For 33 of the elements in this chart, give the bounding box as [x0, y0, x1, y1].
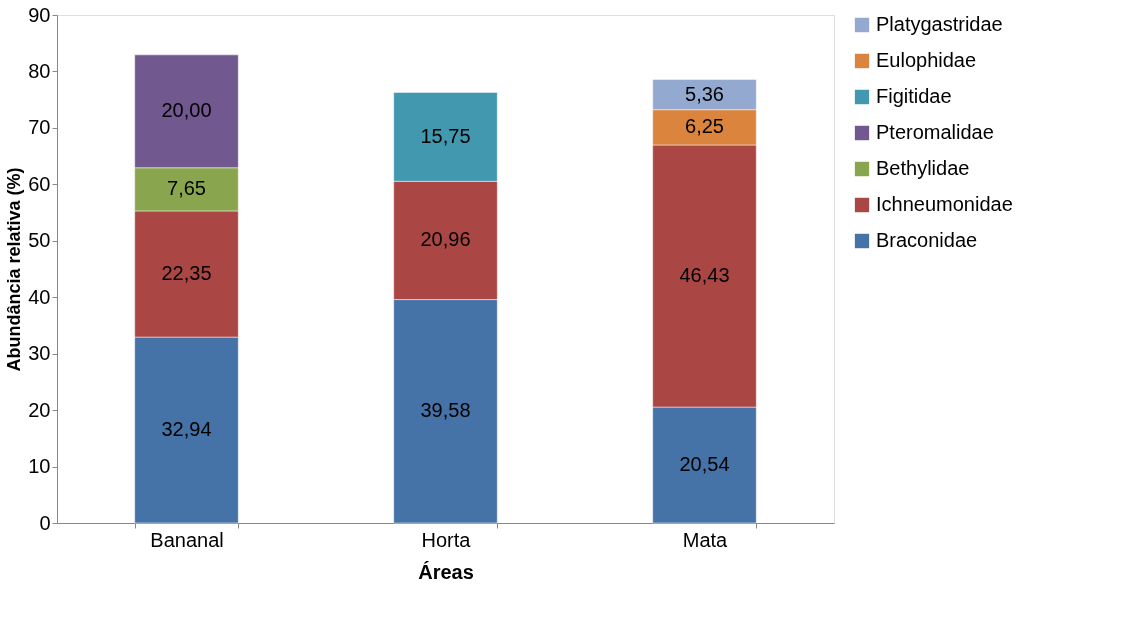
legend-label: Ichneumonidae — [876, 193, 1013, 215]
y-tick-label: 10 — [28, 455, 51, 478]
y-tick-label: 30 — [28, 342, 51, 365]
x-axis-title: Áreas — [418, 560, 474, 583]
data-label: 46,43 — [679, 264, 730, 287]
data-label: 20,00 — [161, 99, 212, 122]
data-label: 20,96 — [420, 228, 471, 251]
legend-label: Figitidae — [876, 85, 952, 107]
data-label: 20,54 — [679, 453, 730, 476]
data-label: 15,75 — [420, 124, 471, 147]
legend-label: Platygastridae — [876, 13, 1003, 35]
y-tick-label: 50 — [28, 229, 51, 252]
data-label: 32,94 — [161, 418, 212, 441]
legend-label: Braconidae — [876, 229, 978, 251]
y-tick-label: 80 — [28, 59, 51, 82]
y-axis-title: Abundância relativa (%) — [4, 167, 25, 372]
x-tick-label: Mata — [682, 528, 729, 551]
y-tick-label: 40 — [28, 285, 51, 308]
y-tick-label: 70 — [28, 116, 51, 139]
data-label: 5,36 — [685, 82, 724, 105]
y-tick-label: 60 — [28, 172, 51, 195]
x-tick-label: Bananal — [150, 528, 224, 551]
data-label: 22,35 — [161, 262, 212, 284]
legend-label: Eulophidae — [876, 49, 977, 71]
y-tick-label: 20 — [28, 398, 51, 421]
x-tick-label: Horta — [421, 528, 472, 551]
data-label: 6,25 — [685, 115, 724, 138]
legend-label: Pteromalidae — [876, 121, 994, 143]
y-tick-label: 90 — [28, 3, 51, 26]
data-label: 7,65 — [167, 177, 206, 200]
y-tick-label: 0 — [39, 511, 51, 534]
data-label: 39,58 — [420, 399, 471, 422]
legend-label: Bethylidae — [876, 157, 970, 179]
